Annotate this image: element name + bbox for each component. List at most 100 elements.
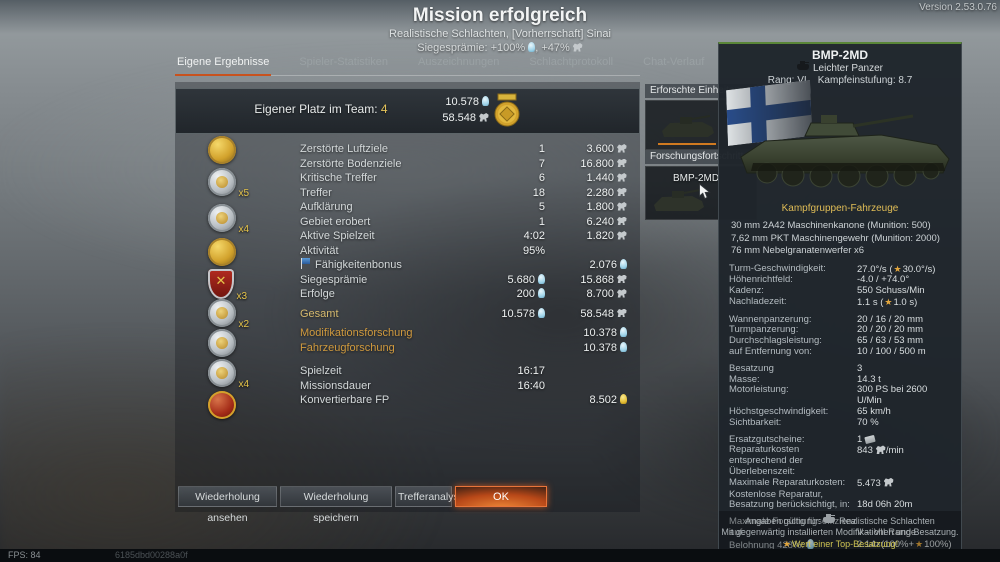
- stat-row: Aufklärung 5 1.800: [300, 200, 627, 215]
- stat-row: Gebiet erobert 1 6.240: [300, 215, 627, 230]
- bonus-separator: ,: [535, 42, 539, 54]
- research-progress-bar: [658, 143, 716, 145]
- medal-multiplier: x4: [238, 224, 249, 235]
- premium-star-icon: ★: [884, 296, 893, 307]
- stat-row: Fahrzeugforschung 10.378: [300, 341, 627, 356]
- armor-spec-block: Wannenpanzerung: 20 / 16 / 20 mm Turmpanz…: [729, 313, 951, 358]
- silver-lions-icon: [617, 231, 627, 240]
- medal-multiplier: x4: [238, 379, 249, 390]
- tab-awards[interactable]: Auszeichnungen: [418, 56, 500, 68]
- stat-row-total: Gesamt 10.578 58.548: [300, 307, 627, 322]
- team-totals: 10.578 58.548: [442, 94, 489, 126]
- weapon-entry: 30 mm 2A42 Maschinenkanone (Munition: 50…: [731, 220, 931, 231]
- premium-star-icon: ★: [893, 263, 902, 274]
- spec-row: Masse: 14.3 t: [729, 373, 881, 385]
- award-medal: x2: [208, 299, 249, 330]
- award-medal: x4: [208, 204, 249, 235]
- spec-row: Höchstgeschwindigkeit: 65 km/h: [729, 406, 891, 418]
- tab-chat-history[interactable]: Chat-Verlauf: [643, 56, 705, 68]
- stat-row: Konvertierbare FP 8.502: [300, 393, 627, 408]
- premium-star-icon: ★: [782, 538, 791, 549]
- spec-row: Reparaturkosten entsprechend der Überleb…: [729, 444, 904, 478]
- research-points-icon: [620, 327, 627, 337]
- stat-row: Spielzeit 16:17: [300, 365, 545, 377]
- award-medal: x5: [208, 168, 249, 199]
- stat-row: Aktivität 95%: [300, 244, 545, 257]
- stat-row: Modifikationsforschung 10.378: [300, 326, 627, 341]
- tooltip-footer: Angaben gültig für: Realistische Schlach…: [719, 510, 961, 556]
- award-medal: [208, 391, 236, 419]
- footer-mods-line: Mit gegenwärtig installierten Modifikati…: [721, 527, 959, 537]
- research-points-icon: [538, 307, 545, 318]
- silver-lions-icon: [617, 158, 627, 168]
- backup-coupon-icon: [864, 434, 876, 444]
- silver-lions-icon: [617, 173, 627, 182]
- spec-row: Kostenlose Reparatur, Besatzung berücksi…: [729, 488, 913, 511]
- spec-row: Ersatzgutscheine: 1: [729, 434, 951, 446]
- award-medal: x3: [208, 269, 247, 302]
- research-points-icon: [620, 259, 627, 269]
- status-bar: FPS: 84 6185dbd00288a0f: [0, 549, 1000, 562]
- silver-lions-icon: [617, 144, 627, 153]
- medal-multiplier: x5: [238, 188, 249, 199]
- vehicle-image: [719, 79, 961, 195]
- research-points-icon: [620, 341, 627, 352]
- bmp-2md-render: [740, 114, 950, 188]
- award-medal: [208, 238, 236, 266]
- vehicle-class: Leichter Panzer: [719, 61, 961, 74]
- tank-icon: [796, 61, 809, 70]
- page-title: Mission erfolgreich: [412, 5, 588, 26]
- researching-unit-name: BMP-2MD: [673, 173, 720, 184]
- vehicle-name: BMP-2MD: [812, 48, 868, 62]
- stat-row: Aktive Spielzeit 4:02 1.820: [300, 229, 627, 244]
- research-points-icon: [807, 538, 815, 549]
- medal-multiplier: x2: [238, 319, 249, 330]
- own-results-panel: Eigener Platz im Team: 4 10.578 58.548 x…: [175, 82, 640, 512]
- tab-battle-log[interactable]: Schlachtprotokoll: [529, 56, 614, 68]
- skill-bonus-flag-icon: [300, 258, 311, 269]
- award-medal: [208, 136, 236, 164]
- award-medal: [208, 329, 236, 357]
- silver-lions-icon: [875, 445, 886, 455]
- stat-row: Fähigkeitenbonus 2.076: [300, 258, 627, 273]
- watch-replay-button[interactable]: Wiederholung ansehen: [178, 486, 277, 524]
- finland-flag: [726, 79, 812, 147]
- footer-top-crew-line: ★Wert einer Top-Besatzung!: [782, 538, 899, 549]
- team-place-label: Eigener Platz im Team: 4: [254, 102, 388, 116]
- cursor-icon: [699, 183, 711, 200]
- spec-row: Durchschlagsleistung: 65 / 63 / 53 mm: [729, 335, 924, 347]
- tank-icon: [823, 513, 836, 523]
- stat-row: Treffer 18 2.280: [300, 186, 627, 201]
- research-points-icon: [528, 42, 536, 52]
- spec-row: Belohnung 428%: 2.14×(100%+★100%): [729, 538, 952, 551]
- version-label: Version 2.53.0.76: [919, 2, 997, 13]
- tab-player-statistics[interactable]: Spieler-Statistiken: [299, 56, 388, 68]
- silver-lions-icon: [617, 289, 627, 298]
- results-table: Zerstörte Luftziele 1 3.600 Zerstörte Bode…: [300, 142, 627, 408]
- victory-bonus-line: Siegesprämie: +100%, +47%: [0, 42, 1000, 54]
- stat-row: Siegesprämie 5.680 15.868: [300, 273, 627, 288]
- spec-row: auf Entfernung von: 10 / 100 / 500 m: [729, 346, 926, 358]
- fps-counter: FPS: 84: [8, 550, 41, 560]
- save-replay-button[interactable]: Wiederholung speichern: [280, 486, 392, 524]
- bonus-rp-value: +100%: [490, 42, 526, 54]
- stat-row: Erfolge 200 8.700: [300, 287, 627, 302]
- battle-group-title: Kampfgruppen-Fahrzeuge: [781, 203, 899, 214]
- silver-lions-icon: [617, 216, 627, 226]
- spec-row: Maximale Reparaturkosten: 5.473: [729, 477, 951, 490]
- spec-row: Wannenpanzerung: 20 / 16 / 20 mm: [729, 313, 924, 325]
- unit-thumbnail: [654, 189, 704, 211]
- silver-lions-icon: [479, 113, 489, 122]
- battle-medal-icon: [493, 93, 521, 134]
- medal-multiplier: x3: [236, 291, 247, 302]
- hit-analysis-button[interactable]: Trefferanalyse: [395, 486, 465, 507]
- stat-row: Zerstörte Bodenziele 7 16.800: [300, 157, 627, 172]
- ok-button[interactable]: OK: [455, 486, 547, 507]
- session-hash: 6185dbd00288a0f: [115, 550, 188, 560]
- silver-lions-icon: [617, 202, 627, 211]
- tab-own-results[interactable]: Eigene Ergebnisse: [175, 54, 272, 76]
- results-tab-bar: Eigene Ergebnisse Spieler-Statistiken Au…: [175, 54, 704, 76]
- team-place-bar: Eigener Platz im Team: 4 10.578 58.548: [175, 88, 640, 134]
- spec-row: Turmpanzerung: 20 / 20 / 20 mm: [729, 324, 924, 336]
